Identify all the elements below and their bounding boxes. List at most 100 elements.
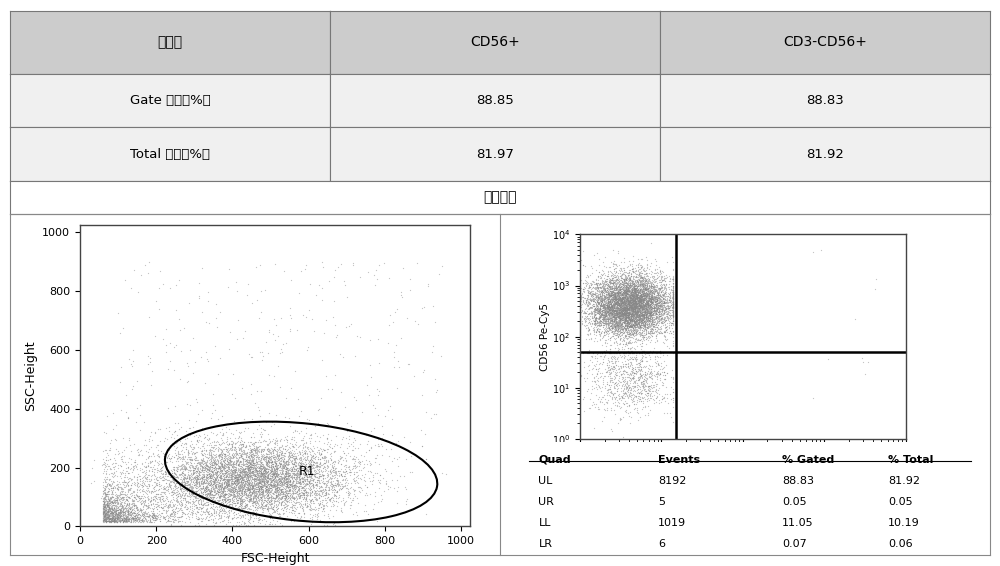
Point (304, 495, 320, 504)
Point (356, 460, 372, 469)
Point (617, 291, 633, 301)
Point (642, 303, 658, 312)
Point (140, 486, 156, 495)
Point (274, 484, 290, 493)
Point (239, 457, 255, 466)
Point (641, 291, 657, 300)
Point (294, 435, 310, 444)
Point (606, 363, 622, 372)
Point (631, 290, 647, 299)
Point (635, 298, 651, 307)
Point (614, 319, 630, 328)
Point (637, 278, 653, 287)
Point (589, 306, 605, 315)
Point (172, 491, 188, 500)
Point (208, 459, 224, 468)
Point (590, 278, 606, 288)
Point (608, 324, 624, 333)
Point (664, 288, 680, 297)
Point (126, 265, 142, 275)
Point (593, 316, 609, 325)
Point (286, 473, 302, 482)
Point (635, 290, 651, 299)
Point (200, 500, 216, 509)
Point (637, 291, 653, 300)
Point (113, 486, 129, 495)
Point (117, 458, 133, 467)
Point (572, 309, 588, 318)
Point (213, 434, 229, 443)
Point (612, 318, 628, 327)
Point (648, 300, 664, 309)
Point (616, 316, 632, 325)
Point (593, 291, 609, 301)
Point (625, 319, 641, 328)
Point (205, 481, 221, 490)
Point (641, 369, 657, 378)
Point (155, 487, 171, 496)
Point (603, 318, 619, 327)
Point (581, 361, 597, 370)
Point (586, 306, 602, 315)
Point (613, 279, 629, 288)
Point (316, 478, 332, 487)
Point (608, 318, 624, 327)
Point (216, 484, 232, 493)
Point (146, 503, 162, 512)
Point (231, 449, 247, 458)
Point (96, 500, 112, 509)
Point (240, 438, 256, 447)
Point (614, 298, 630, 307)
Point (613, 307, 629, 316)
Point (245, 445, 261, 454)
Point (244, 460, 260, 469)
Point (351, 482, 367, 491)
Point (248, 452, 264, 461)
Point (321, 483, 337, 492)
Point (620, 312, 636, 321)
Point (125, 496, 141, 505)
Point (302, 495, 318, 504)
Point (164, 469, 180, 478)
Point (636, 274, 652, 283)
Point (637, 276, 653, 285)
Point (303, 455, 319, 464)
Point (595, 310, 611, 319)
Point (625, 266, 641, 275)
Point (626, 303, 642, 312)
Point (643, 303, 659, 312)
Point (613, 303, 629, 312)
Point (198, 464, 214, 473)
Point (277, 493, 293, 502)
Point (202, 480, 218, 489)
Point (638, 340, 654, 349)
Point (269, 491, 285, 500)
Point (207, 468, 223, 477)
Point (161, 479, 177, 488)
Point (604, 373, 620, 382)
Point (603, 307, 619, 316)
Point (246, 453, 262, 462)
Point (282, 470, 298, 479)
Point (605, 389, 621, 398)
Point (225, 484, 241, 493)
Point (105, 504, 121, 513)
Point (620, 369, 636, 378)
Point (646, 306, 662, 315)
Point (230, 459, 246, 468)
Point (337, 460, 353, 469)
Point (95, 511, 111, 520)
Point (105, 507, 121, 516)
Point (618, 388, 634, 397)
Point (610, 302, 626, 311)
Point (148, 485, 164, 494)
Point (620, 311, 636, 320)
Point (615, 310, 631, 319)
Point (251, 478, 267, 487)
Point (109, 517, 125, 526)
Point (100, 486, 116, 495)
Point (97, 514, 113, 524)
Point (301, 464, 317, 473)
Point (633, 273, 649, 282)
Point (236, 438, 252, 447)
